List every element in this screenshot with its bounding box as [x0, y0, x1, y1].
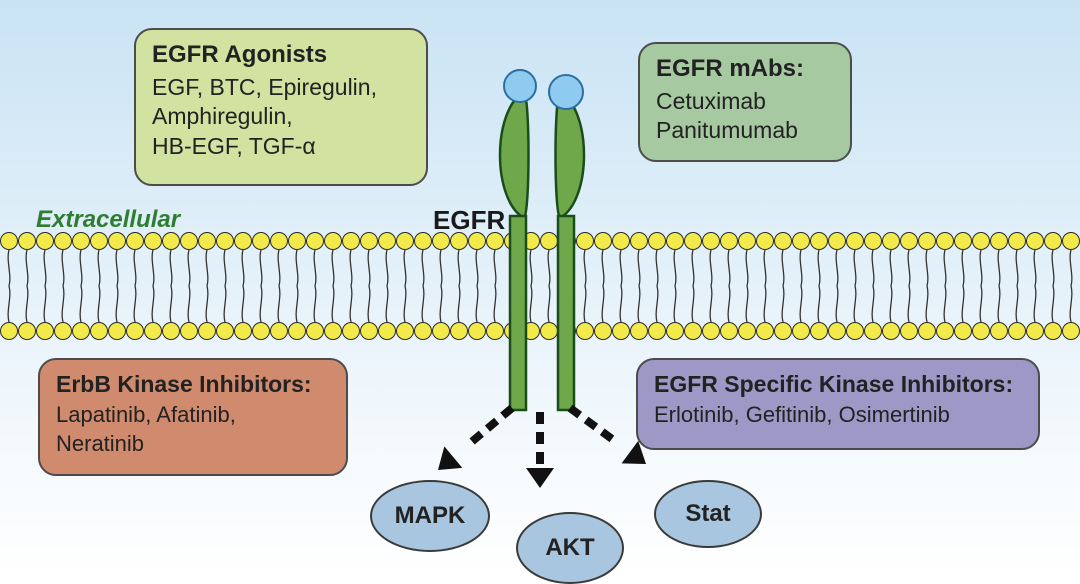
pathway-akt: AKT: [516, 512, 624, 584]
egfr-label-text: EGFR: [433, 205, 505, 235]
pathway-stat: Stat: [654, 480, 762, 548]
pathway-label: AKT: [545, 534, 594, 562]
receptor-and-arrows: [0, 0, 1080, 574]
pathway-mapk: MAPK: [370, 480, 490, 552]
pathway-label: MAPK: [395, 502, 466, 530]
egfr-label: EGFR: [433, 205, 505, 236]
pathway-label: Stat: [685, 500, 730, 528]
